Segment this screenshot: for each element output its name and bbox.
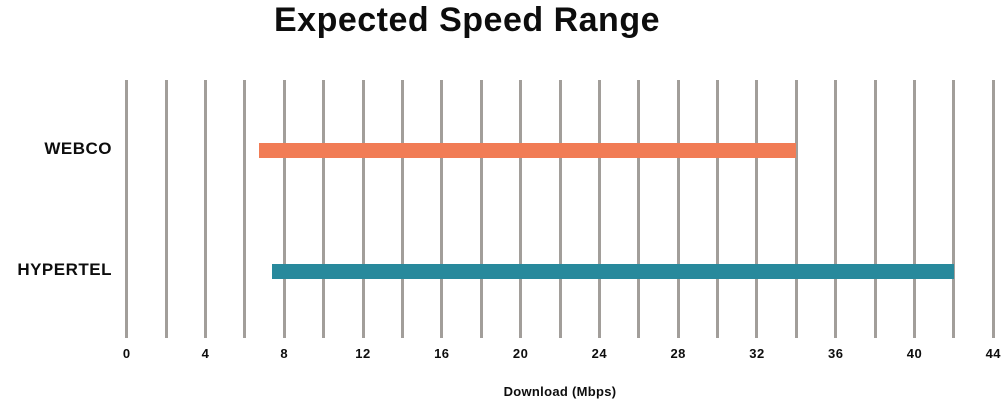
x-tick-label: 8 bbox=[280, 346, 289, 361]
category-label-hypertel: HYPERTEL bbox=[17, 260, 112, 279]
x-tick-label: 20 bbox=[512, 346, 529, 361]
x-axis-title: Download (Mbps) bbox=[503, 384, 617, 399]
bar-hypertel bbox=[272, 263, 954, 279]
x-tick-label: 28 bbox=[670, 346, 686, 361]
gridline bbox=[716, 80, 720, 338]
gridline bbox=[203, 80, 207, 338]
gridline bbox=[991, 80, 995, 338]
gridline bbox=[755, 80, 759, 338]
gridline bbox=[282, 80, 286, 338]
gridline bbox=[479, 80, 483, 338]
gridline bbox=[558, 80, 562, 338]
gridline bbox=[873, 80, 877, 338]
gridline bbox=[440, 80, 444, 338]
x-tick-label: 40 bbox=[906, 346, 923, 361]
gridline bbox=[597, 80, 601, 338]
gridline bbox=[361, 80, 365, 338]
gridline bbox=[125, 80, 129, 338]
gridline bbox=[322, 80, 326, 338]
x-tick-label: 24 bbox=[591, 346, 608, 361]
category-label-webco: WEBCO bbox=[44, 139, 112, 158]
gridline bbox=[637, 80, 641, 338]
gridline bbox=[243, 80, 247, 338]
x-tick-label: 12 bbox=[355, 346, 371, 361]
chart-title: Expected Speed Range bbox=[273, 1, 660, 39]
x-tick-label: 44 bbox=[985, 346, 1002, 361]
gridline bbox=[913, 80, 917, 338]
bar-webco bbox=[258, 142, 797, 158]
gridline bbox=[952, 80, 956, 338]
x-tick-label: 36 bbox=[828, 346, 844, 361]
gridline bbox=[164, 80, 168, 338]
gridline bbox=[794, 80, 798, 338]
x-tick-label: 4 bbox=[201, 346, 210, 361]
gridline bbox=[519, 80, 523, 338]
gridline bbox=[834, 80, 838, 338]
x-tick-label: 16 bbox=[434, 346, 450, 361]
gridline bbox=[676, 80, 680, 338]
x-tick-label: 32 bbox=[749, 346, 765, 361]
x-tick-label: 0 bbox=[122, 346, 131, 361]
gridline bbox=[400, 80, 404, 338]
